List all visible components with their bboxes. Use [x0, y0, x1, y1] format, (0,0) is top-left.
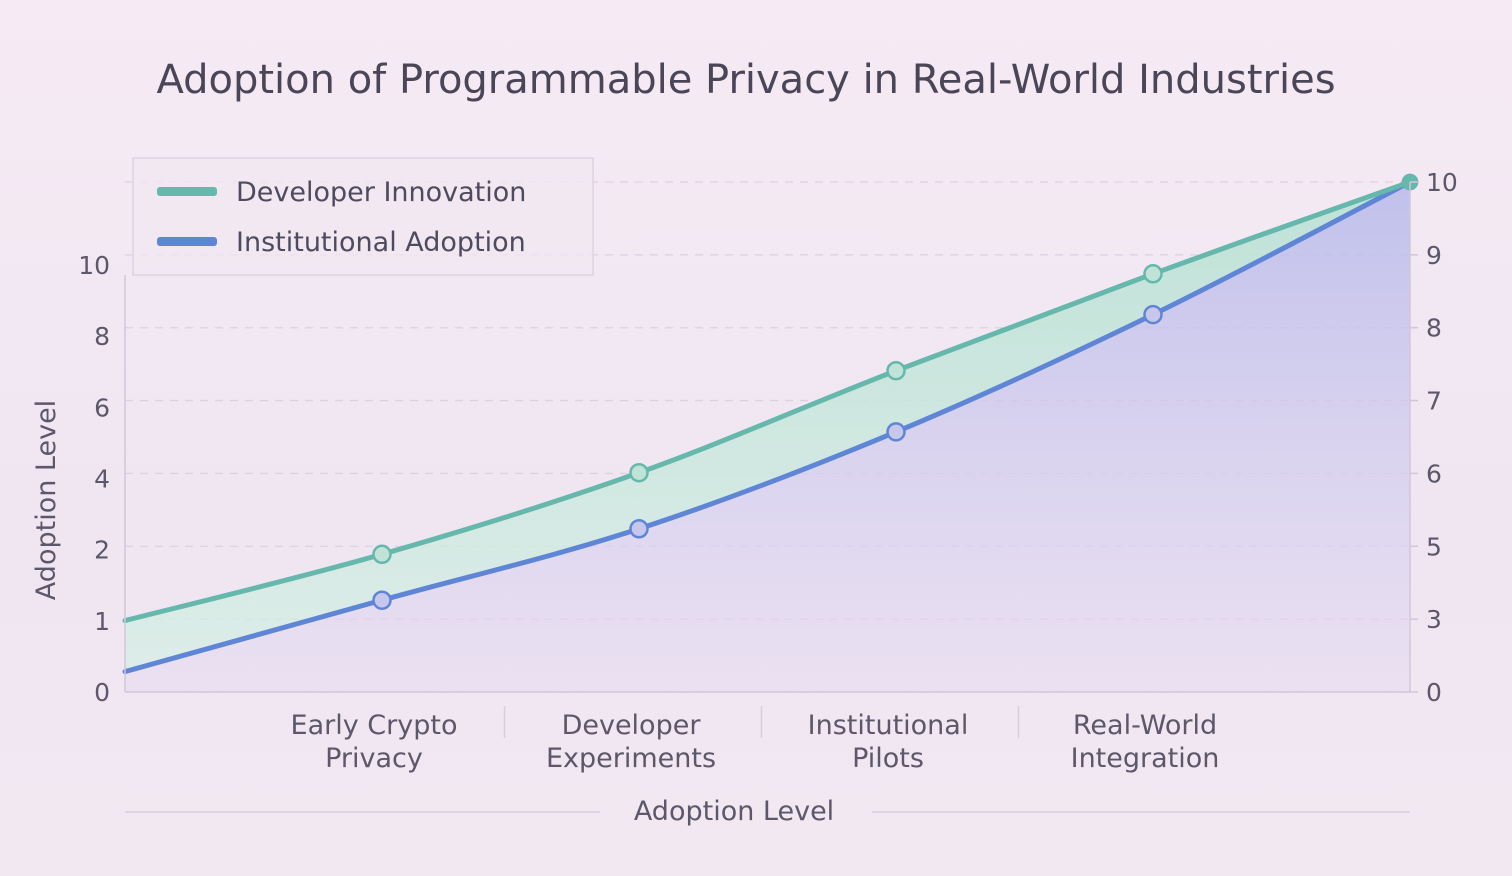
right-tick-label: 9: [1426, 241, 1442, 270]
category-label: Developer Experiments: [546, 710, 716, 774]
left-tick-label: 0: [94, 678, 110, 707]
left-tick-label: 6: [94, 393, 110, 422]
category-label: Early Crypto Privacy: [291, 710, 458, 774]
right-tick-label: 5: [1426, 532, 1442, 561]
y-axis-label: Adoption Level: [31, 400, 62, 600]
legend-label-institutional-adoption: Institutional Adoption: [236, 227, 526, 258]
legend-label-developer-innovation: Developer Innovation: [236, 177, 526, 208]
area-institutional-adoption: [125, 182, 1410, 692]
category-labels: Early Crypto Privacy Developer Experiments I…: [291, 706, 1220, 774]
right-tick-label: 0: [1426, 678, 1442, 707]
right-tick-label: 6: [1426, 459, 1442, 488]
point-institutional-adoption: [1143, 304, 1163, 325]
left-axis-ticks: 0 1 2 4 6 8 10: [78, 251, 110, 707]
line-developer-innovation: [122, 179, 1413, 624]
point-institutional-adoption: [886, 422, 906, 442]
line-institutional-adoption: [122, 179, 1413, 675]
chart-title: Adoption of Programmable Privacy in Real…: [156, 57, 1335, 103]
point-developer-innovation: [372, 544, 392, 565]
area-developer-innovation: [125, 182, 1410, 672]
right-axis-ticks: 0 3 5 6 7 8 9 10: [1410, 168, 1458, 707]
left-tick-label: 10: [78, 251, 110, 280]
axes: [124, 182, 1411, 693]
left-tick-label: 2: [94, 536, 110, 565]
point-developer-innovation: [1143, 264, 1163, 284]
x-axis-label: Adoption Level: [634, 796, 834, 827]
point-developer-innovation: [629, 462, 649, 483]
right-tick-label: 7: [1426, 387, 1442, 416]
legend-swatch-institutional-adoption: [157, 237, 217, 246]
legend-swatch-developer-innovation: [157, 187, 217, 196]
left-tick-label: 4: [94, 465, 110, 494]
point-developer-innovation: [886, 360, 906, 381]
right-tick-label: 8: [1426, 314, 1442, 343]
category-label: Institutional Pilots: [808, 710, 969, 774]
legend: Developer Innovation Institutional Adopt…: [132, 157, 594, 276]
point-institutional-adoption: [372, 590, 392, 610]
point-institutional-adoption: [629, 519, 649, 539]
right-tick-label: 3: [1426, 605, 1442, 634]
left-tick-label: 1: [94, 607, 110, 636]
left-tick-label: 8: [94, 322, 110, 351]
category-label: Real-World Integration: [1071, 710, 1220, 774]
right-tick-label: 10: [1426, 168, 1458, 197]
legend-box: [132, 157, 594, 276]
